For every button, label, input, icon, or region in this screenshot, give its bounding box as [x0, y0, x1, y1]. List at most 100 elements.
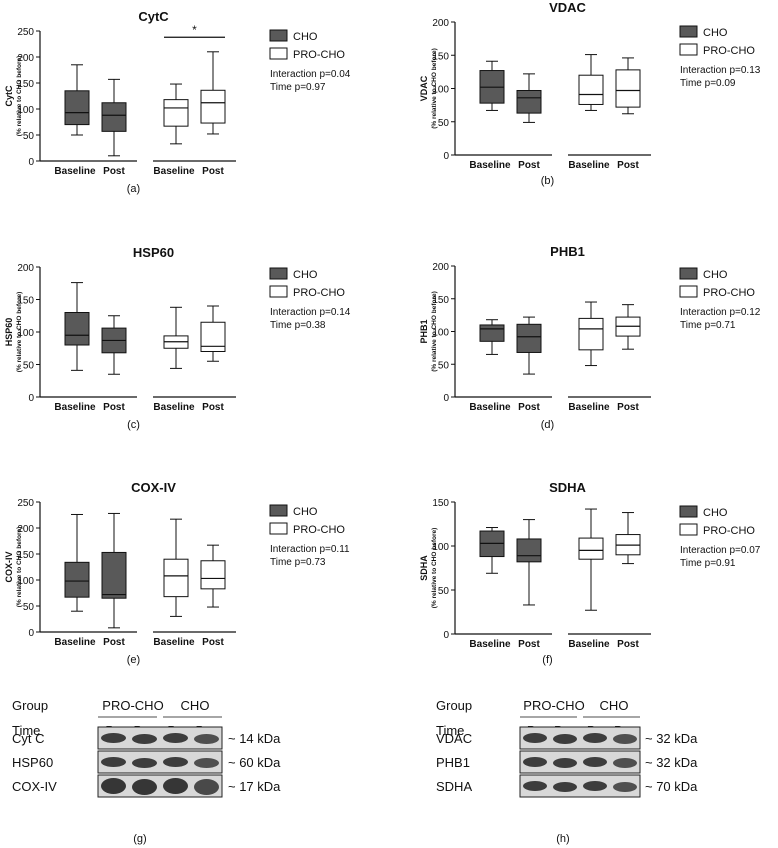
- stat-interaction: Interaction p=0.07: [680, 545, 761, 556]
- blot-band: [132, 758, 157, 768]
- blot-row-label: Cyt C: [12, 731, 45, 746]
- chart-title: SDHA: [549, 480, 586, 495]
- blot-time-label: Time: [436, 723, 464, 738]
- legend: CHO PRO-CHO Interaction p=0.04 Time p=0.97: [269, 29, 351, 93]
- y-tick-label: 50: [438, 118, 450, 129]
- stat-interaction: Interaction p=0.04: [270, 69, 351, 80]
- box-body: [163, 99, 189, 127]
- legend-label-pro-cho: PRO-CHO: [703, 287, 755, 299]
- blot-strip: [97, 774, 223, 798]
- stat-time: Time p=0.09: [680, 78, 736, 89]
- y-tick-label: 100: [432, 542, 449, 553]
- legend-swatch-cho: [679, 505, 698, 518]
- box-body: [64, 561, 90, 598]
- chart-title: CytC: [138, 9, 169, 24]
- legend: CHO PRO-CHO Interaction p=0.12 Time p=0.71: [679, 267, 761, 331]
- blot-row-label: VDAC: [436, 731, 472, 746]
- y-tick-label: 200: [432, 262, 449, 273]
- panel-caption: (g): [133, 833, 146, 845]
- blot-group-label: Group: [436, 698, 472, 713]
- box-cho-post: [101, 78, 127, 157]
- legend: CHO PRO-CHO Interaction p=0.07 Time p=0.91: [679, 505, 761, 569]
- x-tick-label: Baseline: [469, 402, 511, 413]
- y-axis-sublabel: (% relative to CHO before): [16, 56, 23, 137]
- legend-swatch-pro-cho: [269, 285, 288, 298]
- box-body: [163, 558, 189, 598]
- stat-interaction: Interaction p=0.12: [680, 307, 761, 318]
- box-pro-cho-baseline: [578, 301, 604, 367]
- y-tick-label: 100: [17, 105, 34, 116]
- y-axis-sublabel: (% relative to CHO before): [431, 291, 438, 372]
- chart-title: COX-IV: [131, 480, 176, 495]
- legend-label-pro-cho: PRO-CHO: [293, 524, 345, 536]
- legend-swatch-cho: [269, 504, 288, 517]
- blot-strip: [97, 750, 223, 774]
- x-tick-label: Post: [518, 402, 540, 413]
- y-tick-label: 200: [17, 524, 34, 535]
- box-pro-cho-post: [200, 544, 226, 608]
- box-pro-cho-baseline: [578, 54, 604, 111]
- box-pro-cho-baseline: [163, 518, 189, 617]
- blot-band: [194, 758, 219, 768]
- box-body: [578, 537, 604, 560]
- box-cho-post: [516, 519, 542, 606]
- blot-band: [583, 781, 607, 791]
- x-tick-label: Post: [103, 166, 125, 177]
- y-tick-label: 100: [17, 328, 34, 339]
- blot-band: [523, 781, 547, 791]
- legend-label-pro-cho: PRO-CHO: [293, 49, 345, 61]
- chart-title: VDAC: [549, 0, 586, 15]
- blot-row-kda: ~ 70 kDa: [645, 779, 698, 794]
- stat-time: Time p=0.73: [270, 557, 326, 568]
- y-tick-label: 0: [443, 151, 449, 162]
- y-tick-label: 100: [17, 576, 34, 587]
- panel-caption: (h): [556, 833, 569, 845]
- blot-band: [163, 778, 188, 794]
- blot-strip: [519, 726, 641, 750]
- legend-label-cho: CHO: [703, 507, 728, 519]
- blot-group-pro-cho: PRO-CHO: [523, 698, 584, 713]
- y-tick-label: 100: [432, 328, 449, 339]
- legend-swatch-pro-cho: [269, 47, 288, 60]
- blot-strip: [519, 750, 641, 774]
- legend: CHO PRO-CHO Interaction p=0.13 Time p=0.09: [679, 25, 761, 89]
- box-pro-cho-baseline: [163, 83, 189, 145]
- x-tick-label: Post: [202, 166, 224, 177]
- panel-caption: (a): [127, 183, 140, 195]
- blot-row-kda: ~ 17 kDa: [228, 779, 281, 794]
- blot-band: [553, 758, 577, 768]
- blot-row-label: COX-IV: [12, 779, 57, 794]
- y-axis-sublabel: (% relative to CHO before): [16, 527, 23, 608]
- y-axis-sublabel: (% relative to CHO before): [431, 528, 438, 609]
- y-axis-label: COX-IV: [4, 551, 14, 582]
- box-cho-baseline: [479, 60, 505, 111]
- panel-caption: (c): [127, 419, 140, 431]
- box-body: [615, 69, 641, 108]
- blot-band: [132, 734, 157, 744]
- legend-label-cho: CHO: [293, 31, 318, 43]
- y-axis-sublabel: (% relative to CHO before): [16, 292, 23, 373]
- x-tick-label: Post: [617, 160, 639, 171]
- blot-band: [613, 734, 637, 744]
- blot-band: [583, 757, 607, 767]
- box-cho-post: [516, 316, 542, 375]
- blot-row-kda: ~ 60 kDa: [228, 755, 281, 770]
- legend-swatch-cho: [679, 25, 698, 38]
- y-tick-label: 150: [432, 498, 449, 509]
- y-axis-label: CytC: [4, 85, 14, 107]
- x-tick-label: Baseline: [469, 160, 511, 171]
- blot-band: [132, 779, 157, 795]
- y-axis-label: SDHA: [419, 555, 429, 581]
- box-pro-cho-post: [200, 305, 226, 362]
- y-tick-label: 150: [17, 79, 34, 90]
- panel-caption: (d): [541, 419, 554, 431]
- blot-row-label: HSP60: [12, 755, 53, 770]
- blot-row-label: PHB1: [436, 755, 470, 770]
- x-tick-label: Baseline: [54, 402, 96, 413]
- chart-title: HSP60: [133, 245, 174, 260]
- x-tick-label: Baseline: [568, 402, 610, 413]
- legend-label-pro-cho: PRO-CHO: [703, 525, 755, 537]
